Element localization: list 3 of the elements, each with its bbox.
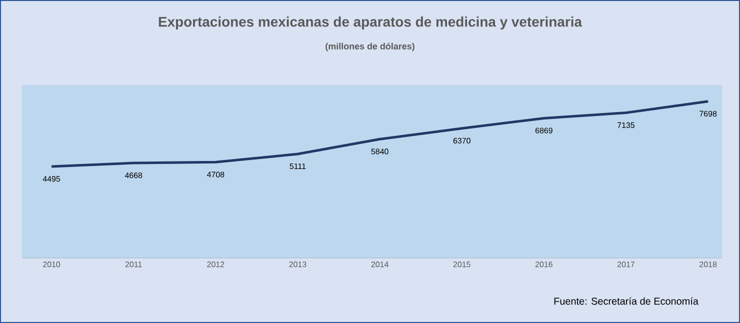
source-note: Fuente: Secretaría de Economía — [554, 297, 698, 305]
chart-subtitle: (millones de dólares) — [326, 42, 414, 52]
chart-title: Exportaciones mexicanas de aparatos de medicina y veterinaria — [158, 16, 582, 30]
